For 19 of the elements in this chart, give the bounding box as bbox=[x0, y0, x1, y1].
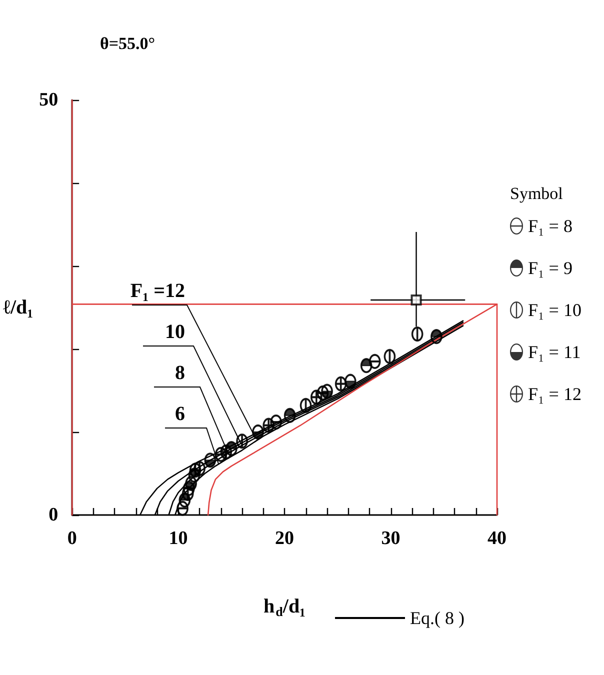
legend-label: F₁ = 9 bbox=[528, 258, 572, 278]
annotation: F₁ =12 bbox=[130, 280, 185, 302]
legend-label: F₁ = 12 bbox=[528, 384, 582, 404]
x-tick-label: 30 bbox=[381, 528, 400, 549]
x-tick-label: 0 bbox=[67, 528, 77, 549]
annotation: 8 bbox=[175, 362, 185, 384]
chart-title: θ=55.0° bbox=[100, 34, 156, 53]
legend-label: Eq.( 8 ) bbox=[410, 608, 464, 628]
legend-label: F₁ = 10 bbox=[528, 300, 582, 320]
x-tick-label: 20 bbox=[275, 528, 294, 549]
x-tick-label: 40 bbox=[488, 528, 506, 549]
legend-title: Symbol bbox=[510, 184, 564, 203]
x-tick-label: 10 bbox=[168, 528, 188, 549]
annotation: 6 bbox=[175, 403, 185, 425]
y-tick-label: 50 bbox=[39, 90, 58, 110]
legend-label: F₁ = 11 bbox=[528, 342, 581, 362]
legend-label: F₁ = 8 bbox=[528, 216, 572, 236]
annotation: 10 bbox=[165, 321, 185, 343]
y-axis-title: ℓ/d₁ bbox=[2, 296, 34, 318]
